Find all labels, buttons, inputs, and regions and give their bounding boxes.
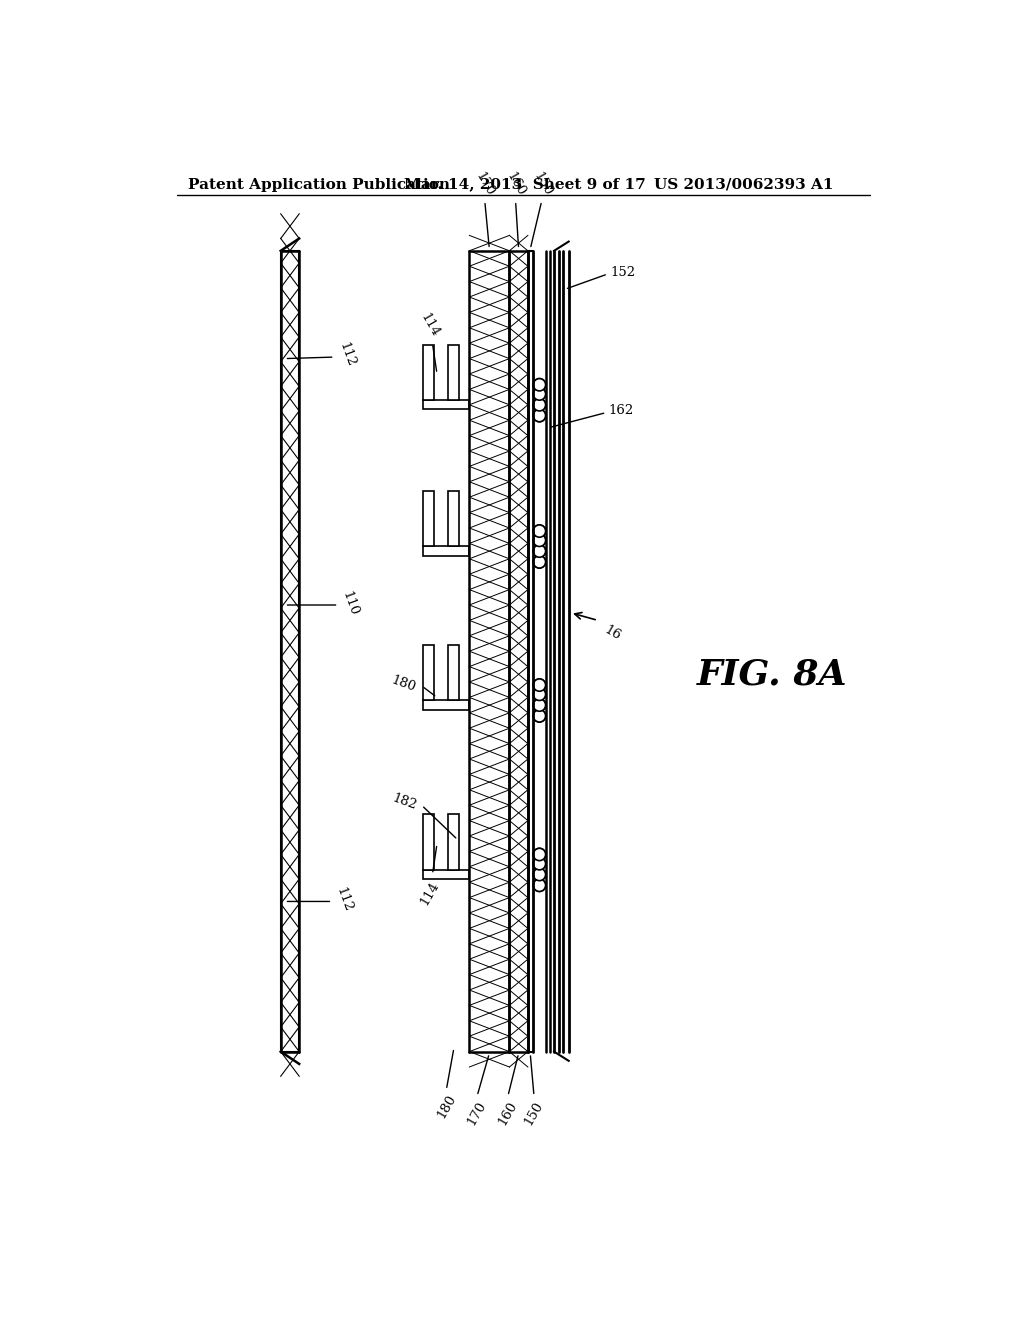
Text: 160: 160 [504, 170, 527, 198]
Circle shape [534, 545, 546, 557]
Circle shape [534, 869, 546, 880]
Bar [447, 491, 459, 546]
Text: 170: 170 [465, 1100, 489, 1127]
Text: 112: 112 [334, 886, 354, 913]
Text: 182: 182 [390, 792, 419, 813]
Text: 152: 152 [610, 265, 636, 279]
Text: 170: 170 [473, 170, 497, 198]
Circle shape [534, 388, 546, 400]
Circle shape [534, 409, 546, 422]
Bar [469, 251, 509, 1052]
Circle shape [534, 710, 546, 722]
Text: 114: 114 [418, 879, 441, 907]
Bar [423, 870, 469, 879]
Text: FIG. 8A: FIG. 8A [696, 657, 847, 692]
Circle shape [534, 849, 546, 861]
Text: 114: 114 [418, 312, 441, 339]
Text: 162: 162 [608, 404, 633, 417]
Text: 112: 112 [336, 341, 357, 368]
Bar [423, 491, 434, 546]
Circle shape [534, 556, 546, 568]
Text: Patent Application Publication: Patent Application Publication [188, 178, 451, 191]
Text: Mar. 14, 2013  Sheet 9 of 17: Mar. 14, 2013 Sheet 9 of 17 [403, 178, 646, 191]
Bar [423, 701, 469, 710]
Circle shape [534, 545, 546, 557]
Circle shape [534, 869, 546, 880]
Circle shape [534, 858, 546, 870]
Circle shape [534, 535, 546, 546]
Circle shape [534, 710, 546, 722]
Circle shape [534, 688, 546, 701]
Bar [423, 645, 434, 701]
Circle shape [534, 399, 546, 411]
Text: 180: 180 [390, 673, 418, 694]
Bar [423, 400, 469, 409]
Circle shape [534, 388, 546, 400]
Circle shape [534, 556, 546, 568]
Circle shape [534, 879, 546, 891]
Text: 150: 150 [530, 170, 554, 198]
Circle shape [534, 399, 546, 411]
Text: 180: 180 [434, 1093, 458, 1121]
Circle shape [534, 525, 546, 537]
Text: US 2013/0062393 A1: US 2013/0062393 A1 [654, 178, 834, 191]
Bar [423, 546, 469, 556]
Circle shape [534, 700, 546, 711]
Bar [281, 251, 299, 1052]
Circle shape [534, 409, 546, 422]
Bar [423, 814, 434, 870]
Text: 110: 110 [340, 590, 360, 618]
Circle shape [534, 678, 546, 692]
Bar [447, 345, 459, 400]
Circle shape [534, 858, 546, 870]
Circle shape [534, 879, 546, 891]
Circle shape [534, 700, 546, 711]
Text: 150: 150 [522, 1100, 546, 1127]
Circle shape [534, 379, 546, 391]
Bar [423, 345, 434, 400]
Circle shape [534, 678, 546, 692]
Circle shape [534, 849, 546, 861]
Bar [447, 645, 459, 701]
Bar [509, 251, 528, 1052]
Text: 160: 160 [496, 1100, 520, 1127]
Circle shape [534, 525, 546, 537]
Circle shape [534, 379, 546, 391]
Circle shape [534, 535, 546, 546]
Bar [447, 814, 459, 870]
Text: 16: 16 [602, 623, 623, 643]
Circle shape [534, 688, 546, 701]
Bar [532, 251, 547, 1052]
